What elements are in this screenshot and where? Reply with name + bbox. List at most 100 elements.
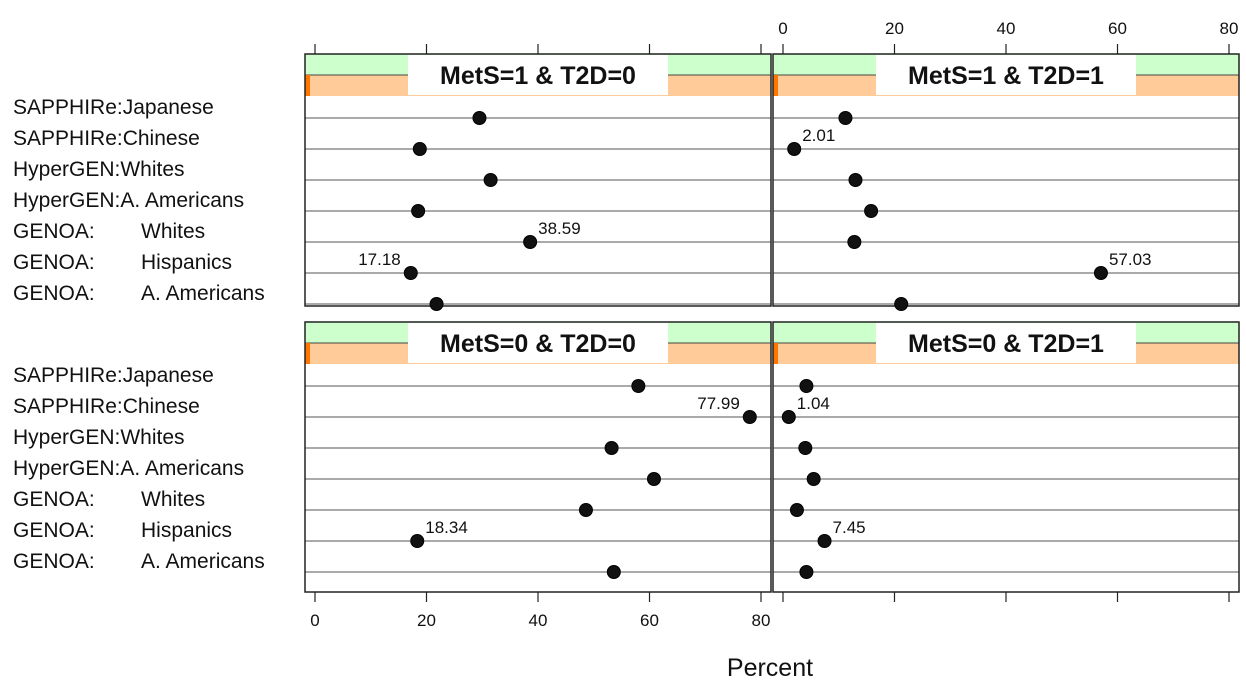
row-labels-layer: SAPPHIRe:Japanese SAPPHIRe:Chinese HyperGE… [13,96,265,573]
row-label-group: GENOA: Hispanics [13,251,232,274]
data-point [838,111,853,125]
panel-4: MetS=0 & T2D=1 1.04 7.45 [772,321,1240,593]
bottom-tick-label: 60 [640,611,659,630]
row-label-sub: A. Americans [141,550,265,573]
strip-edge-marker [773,343,778,364]
panel-title: MetS=1 & T2D=1 [908,62,1104,90]
data-point [646,472,661,486]
row-label: HyperGEN:A. Americans [13,189,244,212]
data-point [817,534,832,548]
data-point [789,503,804,517]
data-point [894,297,909,311]
row-label-group: GENOA: A. Americans [13,550,265,573]
row-label: HyperGEN:Whites [13,158,185,181]
data-point [781,410,796,424]
row-label-group: HyperGEN:A. Americans [13,189,244,212]
row-label: SAPPHIRe:Japanese [13,96,214,119]
row-label-group: HyperGEN:Whites [13,158,185,181]
bottom-tick-label: 40 [529,611,548,630]
panel-title: MetS=0 & T2D=1 [908,330,1104,358]
data-label: 17.18 [358,250,401,269]
data-point [412,142,427,156]
data-point [799,379,814,393]
row-label: GENOA: [13,488,95,511]
data-label: 38.59 [538,219,581,238]
data-point [848,173,863,187]
data-point [847,235,862,249]
data-point [787,142,802,156]
row-label-sub: Whites [141,488,205,511]
data-point [798,441,813,455]
strip-title-bg [876,55,1136,95]
top-tick-label: 20 [885,19,904,38]
data-label: 77.99 [697,394,740,413]
strip-title-bg [876,323,1136,363]
row-label-sub: Hispanics [141,519,232,542]
x-axis-title: Percent [727,654,813,682]
strip-edge-marker [305,343,310,364]
data-point [864,204,879,218]
row-label: SAPPHIRe:Japanese [13,364,214,387]
top-tick-label: 60 [1108,19,1127,38]
row-label-group: SAPPHIRe:Japanese [13,96,214,119]
data-point [472,111,487,125]
row-label: GENOA: [13,550,95,573]
data-point [483,173,498,187]
row-label-group: HyperGEN:A. Americans [13,457,244,480]
row-label-group: GENOA: Whites [13,220,205,243]
strip-edge-marker [305,75,310,96]
strip-title-bg [408,55,668,95]
data-point [410,534,425,548]
strip-title-bg [408,323,668,363]
data-point [429,297,444,311]
bottom-tick-label: 20 [417,611,436,630]
panel-1: MetS=1 & T2D=0 38.59 17.18 [304,53,772,311]
data-point [604,441,619,455]
row-label: HyperGEN:A. Americans [13,457,244,480]
row-label-group: SAPPHIRe:Japanese [13,364,214,387]
data-point [806,472,821,486]
data-point [1093,266,1108,280]
row-label: GENOA: [13,220,95,243]
panel-title: MetS=1 & T2D=0 [440,62,636,90]
row-label-group: HyperGEN:Whites [13,426,185,449]
panel-title: MetS=0 & T2D=0 [440,330,636,358]
row-label: GENOA: [13,251,95,274]
axes-layer: 0 20 40 60 80 0 20 40 60 80 [310,19,1238,630]
row-label-group: GENOA: A. Americans [13,282,265,305]
strip-edge-marker [773,75,778,96]
data-label: 1.04 [797,394,830,413]
row-label-group: GENOA: Hispanics [13,519,232,542]
data-label: 2.01 [802,126,835,145]
row-label-sub: A. Americans [141,282,265,305]
top-tick-label: 80 [1220,19,1239,38]
data-point [742,410,757,424]
bottom-tick-label: 80 [752,611,771,630]
row-label: SAPPHIRe:Chinese [13,395,200,418]
bottom-tick-label: 0 [310,611,319,630]
row-label: GENOA: [13,519,95,542]
row-label-sub: Hispanics [141,251,232,274]
data-point [578,503,593,517]
data-point [403,266,418,280]
panel-2: MetS=1 & T2D=1 2.01 57.03 [772,53,1240,311]
data-point [631,379,646,393]
top-tick-label: 40 [997,19,1016,38]
row-label: GENOA: [13,282,95,305]
data-label: 57.03 [1109,250,1152,269]
data-label: 18.34 [425,518,468,537]
panels-layer: MetS=1 & T2D=0 38.59 17.18 MetS=1 & T2D=1 2.… [304,53,1240,593]
panel-3: MetS=0 & T2D=0 77.99 18.34 [304,321,772,593]
data-point [799,565,814,579]
row-label: HyperGEN:Whites [13,426,185,449]
data-point [606,565,621,579]
row-label-group: SAPPHIRe:Chinese [13,395,200,418]
row-label: SAPPHIRe:Chinese [13,127,200,150]
row-label-group: GENOA: Whites [13,488,205,511]
row-label-sub: Whites [141,220,205,243]
data-label: 7.45 [833,518,866,537]
data-point [523,235,538,249]
data-point [411,204,426,218]
top-tick-label: 0 [778,19,787,38]
